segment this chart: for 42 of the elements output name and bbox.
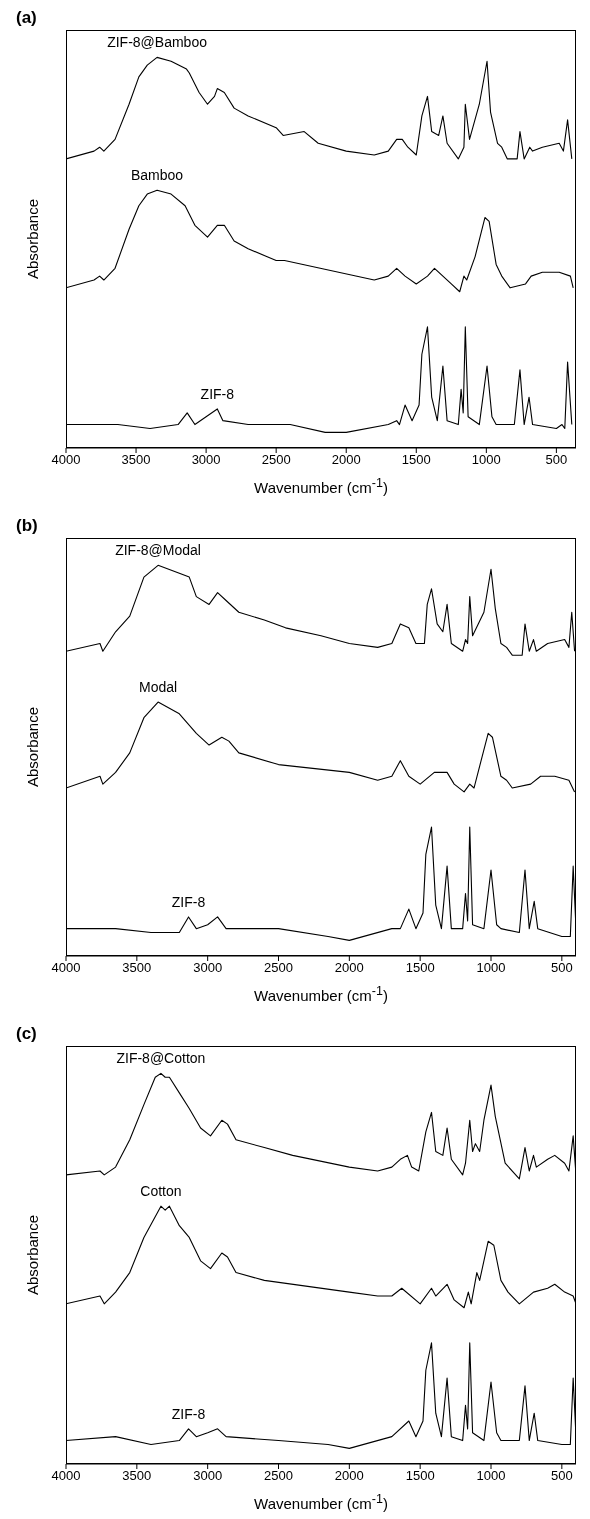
x-tick-label: 1000	[476, 1468, 506, 1484]
x-tick-label: 4000	[51, 452, 81, 468]
x-tick-label: 4000	[51, 960, 81, 976]
x-tick-label: 2500	[264, 1468, 293, 1484]
y-axis-title: Absorbance	[23, 706, 41, 788]
x-tick-label: 1500	[405, 1468, 435, 1484]
series-label: ZIF-8@Bamboo	[107, 34, 208, 51]
x-tick-label: 2000	[334, 1468, 364, 1484]
x-tick-label: 2000	[334, 960, 364, 976]
series-label: Modal	[139, 679, 178, 696]
series-label: ZIF-8	[200, 385, 235, 402]
x-tick-label: 3000	[193, 960, 223, 976]
x-tick-label: 3000	[193, 1468, 223, 1484]
x-tick-label: 500	[545, 452, 568, 468]
x-tick-label: 1000	[471, 452, 501, 468]
x-tick-label: 3500	[121, 452, 151, 468]
y-axis-title: Absorbance	[23, 1214, 41, 1296]
x-tick-label: 1500	[405, 960, 435, 976]
series-label: Cotton	[140, 1183, 182, 1200]
x-axis-title: Wavenumber (cm$^{-1}$)	[253, 984, 389, 1004]
x-tick-label: 500	[550, 960, 573, 976]
x-axis-title: Wavenumber (cm$^{-1}$)	[253, 1492, 389, 1512]
series-label: Bamboo	[130, 167, 184, 184]
series-label: ZIF-8	[171, 1405, 206, 1422]
x-tick-label: 4000	[51, 1468, 81, 1484]
series-label: ZIF-8	[171, 893, 206, 910]
chart-title: (b)	[16, 516, 38, 536]
series-label: ZIF-8@Modal	[115, 542, 201, 559]
x-tick-label: 2500	[261, 452, 291, 468]
x-tick-label: 500	[550, 1468, 573, 1484]
y-axis-title: Absorbance	[23, 198, 41, 280]
x-tick-label: 3500	[122, 1468, 152, 1484]
chart-title: (a)	[16, 8, 37, 28]
x-tick-label: 3500	[122, 960, 152, 976]
series-label: ZIF-8@Cotton	[116, 1050, 206, 1067]
chart-title: (c)	[16, 1024, 37, 1044]
x-tick-label: 1500	[401, 452, 431, 468]
x-tick-label: 2500	[264, 960, 293, 976]
x-tick-label: 3000	[191, 452, 221, 468]
x-tick-label: 2000	[331, 452, 361, 468]
x-tick-label: 1000	[476, 960, 506, 976]
x-axis-title: Wavenumber (cm$^{-1}$)	[253, 476, 389, 496]
